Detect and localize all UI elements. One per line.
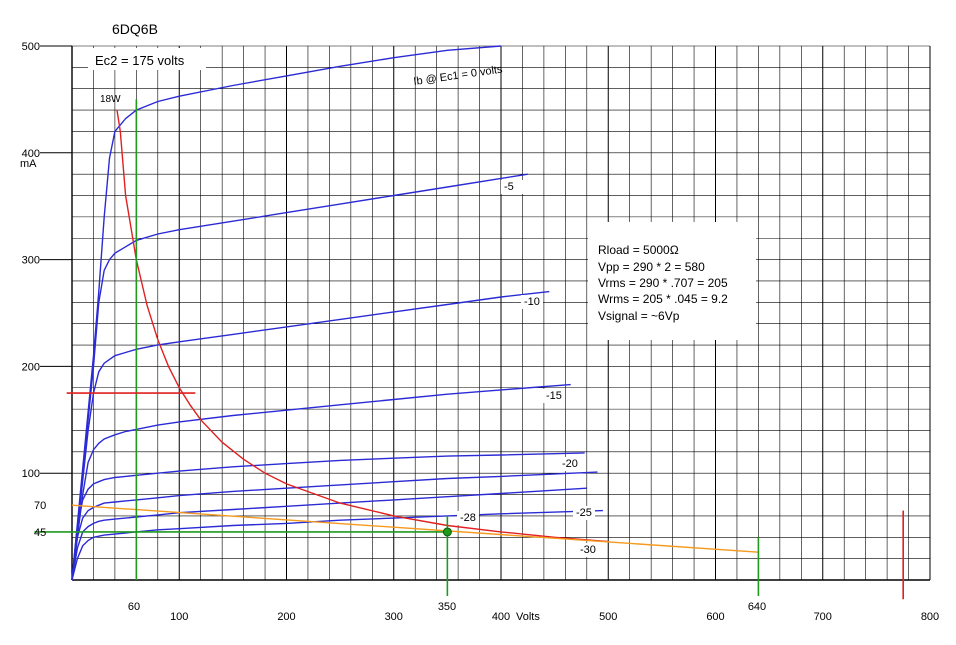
grid-label-bg <box>521 295 543 309</box>
y-tick-label: 400 <box>22 148 40 160</box>
curve-series-2 <box>71 290 550 581</box>
chart-subtitle: Ec2 = 175 volts <box>95 53 185 68</box>
curve-series-5 <box>71 471 598 581</box>
x-tick-label: 800 <box>921 611 939 623</box>
marker-y-label: 45 <box>34 527 46 539</box>
grid-voltage-label: -15 <box>546 390 562 402</box>
grid-voltage-label: -20 <box>562 458 578 470</box>
grid-label-bg <box>559 457 581 471</box>
grid-voltage-label: -30 <box>580 544 596 556</box>
power-curve-label: 18W <box>100 94 121 105</box>
curve-series-0 <box>71 45 502 581</box>
grid-label-bg <box>573 506 595 520</box>
info-line-rload: Rload = 5000Ω <box>598 243 679 257</box>
y-tick-label: 100 <box>22 468 40 480</box>
x-tick-label: 500 <box>599 611 617 623</box>
x-tick-label: 300 <box>385 611 403 623</box>
reference-lines <box>34 99 904 600</box>
info-box: Rload = 5000Ω Vpp = 290 * 2 = 580 Vrms =… <box>588 222 756 340</box>
curve-series-7 <box>71 487 587 581</box>
info-line-vrms: Vrms = 290 * .707 = 205 <box>598 276 728 290</box>
y-tick-label: 200 <box>22 361 40 373</box>
marker-y-label: 70 <box>34 500 46 512</box>
marker-x-label: 350 <box>438 601 456 613</box>
grid-voltage-label: -25 <box>576 507 592 519</box>
x-tick-label: 200 <box>277 611 295 623</box>
info-line-vsignal: Vsignal = ~6Vp <box>598 309 680 323</box>
curve-series-3 <box>71 383 571 581</box>
chart-grid <box>40 45 931 581</box>
quiescent-point <box>442 527 452 537</box>
info-line-vpp: Vpp = 290 * 2 = 580 <box>598 260 705 274</box>
x-tick-label: 400 <box>492 611 510 623</box>
y-tick-label: 500 <box>22 41 40 53</box>
curve-series-1 <box>71 173 528 581</box>
curve-series-6 <box>71 509 603 581</box>
grid-voltage-label: -28 <box>460 512 476 524</box>
info-line-wrms: Wrms = 205 * .045 = 9.2 <box>598 292 728 306</box>
grid-voltage-label: -5 <box>504 181 514 193</box>
subtitle-bg <box>88 48 206 70</box>
y-axis-label: mA <box>20 158 37 170</box>
curve-series-4 <box>71 452 585 581</box>
chart-title: 6DQ6B <box>112 21 158 37</box>
grid-label-bg <box>577 543 599 557</box>
x-axis-label: Volts <box>516 611 540 623</box>
curve-series-8 <box>116 109 609 543</box>
grid-label-bg <box>543 389 565 403</box>
grid-label-bg <box>457 511 479 525</box>
x-tick-label: 100 <box>170 611 188 623</box>
tick-labels: 100 200 300 400 500 600 700 800 100 200 300 400 500 <box>22 41 940 623</box>
grid-label-bg <box>501 180 523 194</box>
chart-curves <box>71 45 759 581</box>
info-box-bg <box>588 222 756 340</box>
x-tick-label: 600 <box>706 611 724 623</box>
marker-x-label: 60 <box>128 601 140 613</box>
grid-voltage-label: -10 <box>524 296 540 308</box>
marker-x-label: 640 <box>748 601 766 613</box>
x-tick-label: 700 <box>814 611 832 623</box>
curve-series-9 <box>71 504 759 553</box>
y-tick-label: 300 <box>22 255 40 267</box>
